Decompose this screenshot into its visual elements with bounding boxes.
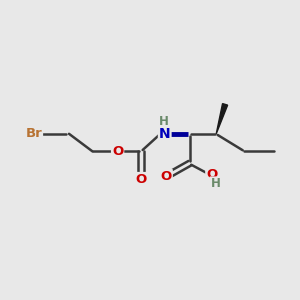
Text: O: O: [206, 168, 218, 181]
Text: O: O: [112, 145, 123, 158]
Text: H: H: [159, 115, 169, 128]
Text: O: O: [136, 173, 147, 186]
Text: O: O: [160, 170, 172, 183]
Text: N: N: [159, 127, 170, 141]
Text: H: H: [210, 177, 220, 190]
Polygon shape: [216, 103, 228, 134]
Text: Br: Br: [25, 127, 42, 140]
